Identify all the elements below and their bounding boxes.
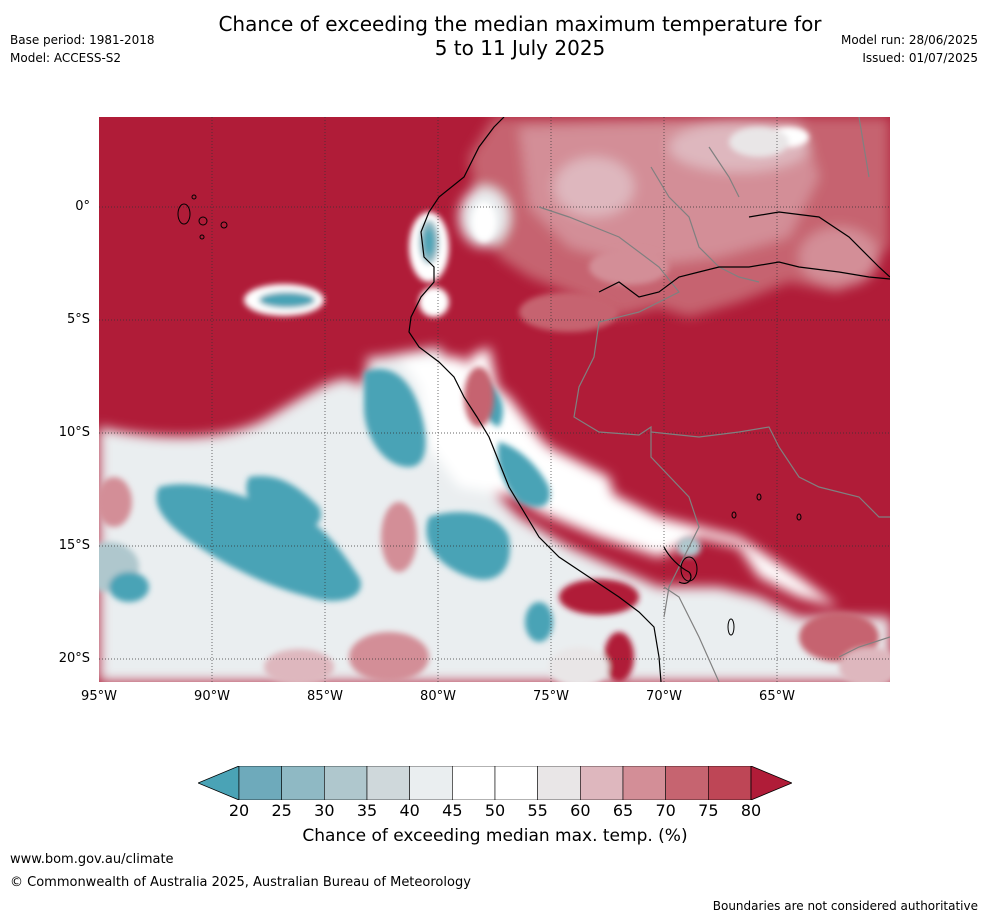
colorbar-tick-label: 80	[740, 801, 762, 820]
coastline	[408, 117, 890, 682]
title-line-2: 5 to 11 July 2025	[434, 36, 606, 60]
colorbar-tick-label: 65	[612, 801, 634, 820]
ecuador-coast-anomaly	[244, 212, 449, 317]
model-text: Model: ACCESS-S2	[10, 51, 122, 65]
lon-label-75w: 75°W	[533, 689, 569, 704]
colorbar	[196, 765, 794, 801]
graticule	[99, 117, 890, 682]
lon-label-95w: 95°W	[81, 689, 117, 704]
footer-disclaimer: Boundaries are not considered authoritat…	[712, 899, 978, 913]
colorbar-swatch	[708, 765, 752, 801]
colorbar-swatch	[409, 765, 453, 801]
lon-label-65w: 65°W	[759, 689, 795, 704]
colorbar-tick-label: 70	[655, 801, 676, 820]
footer-copyright: © Commonwealth of Australia 2025, Austra…	[10, 875, 471, 890]
lon-label-85w: 85°W	[307, 689, 343, 704]
lon-label-90w: 90°W	[194, 689, 230, 704]
lakes	[680, 493, 802, 636]
colorbar-swatch	[622, 765, 666, 801]
colorbar-tick-label: 55	[527, 801, 548, 820]
lat-label-0: 0°	[75, 199, 90, 214]
map-canvas	[99, 117, 890, 682]
footer-url: www.bom.gov.au/climate	[10, 852, 174, 867]
metadata-right: Model run: 28/06/2025 Issued: 01/07/2025	[841, 31, 978, 67]
colorbar-label: Chance of exceeding median max. temp. (%…	[302, 826, 688, 846]
map-title: Chance of exceeding the median maximum t…	[190, 12, 850, 60]
base-period-text: Base period: 1981-2018	[10, 33, 155, 47]
model-run-text: Model run: 28/06/2025	[840, 33, 978, 47]
colorbar-swatch	[238, 765, 282, 801]
metadata-left: Base period: 1981-2018 Model: ACCESS-S2	[10, 31, 155, 67]
colorbar-tick-label: 60	[570, 801, 591, 820]
colorbar-swatch	[324, 765, 368, 801]
colorbar-swatch	[281, 765, 325, 801]
lat-label-5s: 5°S	[66, 312, 90, 327]
colorbar-swatches	[196, 765, 794, 801]
colorbar-tick-label: 35	[356, 801, 378, 820]
map-panel	[99, 117, 890, 682]
colorbar-tick-label: 45	[442, 801, 463, 820]
lat-label-20s: 20°S	[58, 651, 90, 666]
colorbar-swatch	[537, 765, 581, 801]
colorbar-tick-label: 20	[228, 801, 250, 820]
title-line-1: Chance of exceeding the median maximum t…	[218, 12, 822, 36]
colorbar-arrow-low	[196, 765, 240, 801]
colorbar-tick-label: 75	[698, 801, 719, 820]
lon-label-70w: 70°W	[646, 689, 682, 704]
colorbar-tick-label: 25	[271, 801, 292, 820]
colorbar-tick-label: 40	[399, 801, 420, 820]
colorbar-swatch	[580, 765, 624, 801]
country-borders	[538, 117, 890, 682]
lat-label-15s: 15°S	[58, 538, 90, 553]
colorbar-swatch	[366, 765, 410, 801]
south-pink-patches	[99, 367, 890, 682]
colorbar-tick-label: 30	[314, 801, 335, 820]
lat-label-10s: 10°S	[58, 425, 90, 440]
colorbar-swatch	[665, 765, 709, 801]
colorbar-arrow-high	[750, 765, 794, 801]
north-white-patches	[472, 127, 809, 332]
colorbar-swatch	[494, 765, 538, 801]
colorbar-swatch	[452, 765, 496, 801]
issued-text: Issued: 01/07/2025	[862, 51, 978, 65]
galapagos-islands	[177, 194, 228, 240]
colorbar-tick-label: 50	[484, 801, 506, 820]
lon-label-80w: 80°W	[420, 689, 456, 704]
